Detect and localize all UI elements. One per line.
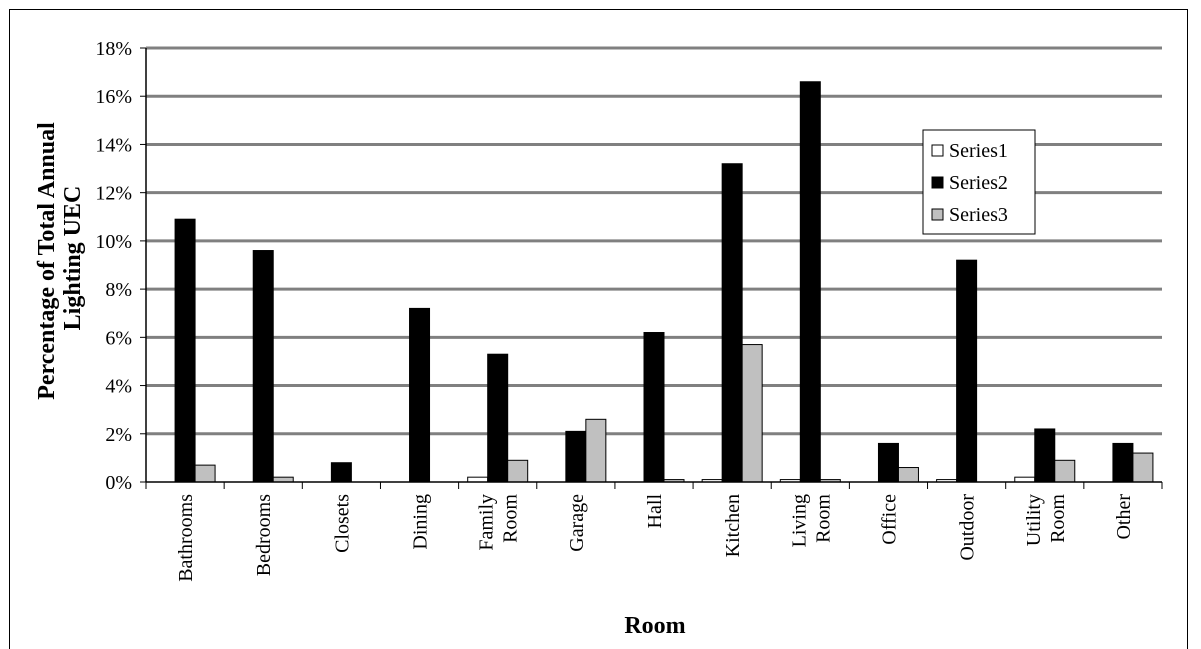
x-tick-label: Utility Room [1023,494,1069,547]
x-tick-label-line: Other [1113,494,1135,540]
x-axis-ticks: Bathrooms Bedrooms Closets Dining Family Room… [145,482,1163,582]
x-tick-label-line: Office [878,494,900,545]
x-tick-label: Office [878,494,900,545]
bar-series2 [643,332,665,483]
x-tick-label: Family Room [476,494,522,551]
x-tick-label-line: Family [476,494,498,551]
bar-series2 [721,163,743,483]
bar-series3 [1132,452,1154,483]
y-axis-ticks: 0% 2% 4% 6% 8% 10% 12% 14% 16% 18% [95,38,146,494]
y-tick-label: 6% [105,327,132,349]
bar-series3 [741,344,763,483]
legend-label: Series1 [949,140,1008,162]
y-tick-label: 8% [105,279,132,301]
y-tick-label: 10% [95,231,132,253]
bar-series2 [330,462,352,483]
x-tick-label-line: Room [812,494,834,543]
gridlines [146,46,1162,436]
x-axis-title: Room [624,613,685,639]
x-tick-label: Other [1113,494,1135,540]
bar-series3 [507,459,529,483]
y-tick-label: 2% [105,424,132,446]
y-tick-label: 14% [95,134,132,156]
x-tick-label-line: Dining [410,494,432,550]
y-axis-title-line-2: Lighting UEC [60,186,86,331]
legend-swatch [931,176,944,189]
bar-series2 [487,353,509,483]
bar-series3 [1054,459,1076,483]
legend-label: Series3 [949,204,1008,226]
chart-frame [9,9,1188,649]
x-tick-label: Bathrooms [175,494,197,582]
bar-series2 [956,259,978,483]
x-tick-label-line: Living [788,494,810,547]
y-axis-title-line-1: Percentage of Total Annual [34,122,60,400]
bar-series2 [799,81,821,483]
x-tick-label-line: Kitchen [722,494,744,557]
bars [174,81,1154,483]
y-tick-label: 12% [95,183,132,205]
y-tick-label: 4% [105,376,132,398]
bar-series2 [1034,428,1056,483]
y-tick-label: 16% [95,86,132,108]
x-tick-label-line: Closets [331,494,353,553]
x-tick-label-line: Utility [1023,494,1045,546]
legend: Series1 Series2 Series3 [922,129,1036,235]
bar-series2 [252,250,274,483]
x-tick-label: Living Room [788,494,834,548]
legend-swatch [931,208,944,221]
bar-series3 [897,467,919,483]
bar-series2 [565,430,587,483]
x-tick-label-line: Bedrooms [253,494,275,576]
bar-series3 [585,418,607,483]
legend-label: Series2 [949,172,1008,194]
x-tick-label-line: Room [1047,494,1069,543]
bar-series2 [877,442,899,483]
x-tick-label: Garage [566,494,588,552]
legend-swatch [931,144,944,157]
x-tick-label-line: Hall [644,494,666,529]
bar-series3 [194,464,216,483]
x-tick-label-line: Outdoor [957,494,979,561]
x-tick-label: Dining [410,494,432,550]
x-tick-label: Bedrooms [253,494,275,576]
x-tick-label-line: Bathrooms [175,494,197,582]
bar-series2 [1112,442,1134,483]
y-axis-title: Percentage of Total Annual Lighting UEC [34,116,86,400]
bar-series2 [409,307,431,483]
y-tick-label: 0% [105,472,132,494]
axes [145,48,1162,483]
x-tick-label-line: Garage [566,494,588,552]
y-tick-label: 18% [95,38,132,60]
x-tick-label: Kitchen [722,494,744,557]
x-tick-label: Closets [331,494,353,553]
bar-series2 [174,218,196,483]
x-tick-label: Outdoor [957,494,979,561]
x-tick-label-line: Room [500,494,522,543]
x-tick-label: Hall [644,494,666,529]
